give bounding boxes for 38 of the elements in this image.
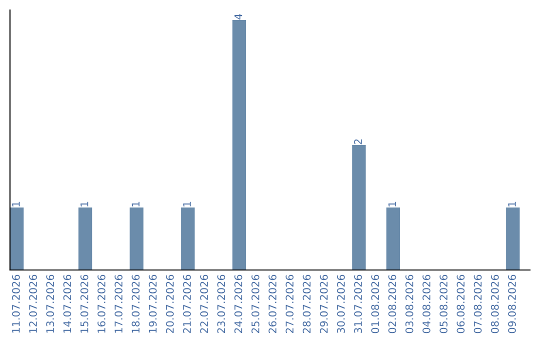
x-tick-label: 21.07.2026 — [183, 274, 191, 334]
x-tick-label: 13.07.2026 — [46, 274, 54, 333]
x-tick-label: 14.07.2026 — [63, 274, 72, 333]
x-tick-label: 15.07.2026 — [80, 274, 88, 333]
x-tick-label: 31.07.2026 — [354, 274, 362, 334]
x-tick-label: 02.08.2026 — [388, 274, 396, 334]
x-tick-label: 04.08.2026 — [422, 274, 430, 334]
x-tick-label: 28.07.2026 — [302, 274, 311, 334]
data-label: 4 — [234, 14, 242, 20]
x-tick-label: 12.07.2026 — [29, 274, 37, 333]
data-label: 1 — [388, 202, 396, 206]
x-tick-label: 07.08.2026 — [474, 274, 482, 334]
x-tick-label: 22.07.2026 — [200, 274, 208, 334]
x-tick-label: 17.07.2026 — [114, 274, 122, 333]
x-tick-label: 27.07.2026 — [286, 274, 294, 334]
data-label: 1 — [508, 202, 516, 206]
x-tick-label: 09.08.2026 — [508, 274, 516, 334]
x-tick-label: 30.07.2026 — [336, 274, 345, 334]
x-tick-label: 16.07.2026 — [98, 274, 106, 333]
x-tick-label: 05.08.2026 — [440, 274, 448, 334]
x-tick-label: 26.07.2026 — [268, 274, 276, 334]
data-label: 1 — [80, 202, 88, 206]
x-tick-label: 06.08.2026 — [456, 274, 465, 334]
x-tick-label: 01.08.2026 — [371, 274, 380, 334]
x-tick-label: 08.08.2026 — [490, 274, 499, 334]
data-label: 1 — [183, 202, 191, 206]
data-label: 1 — [132, 202, 140, 206]
x-tick-label: 03.08.2026 — [405, 274, 414, 334]
data-label: 1 — [12, 202, 20, 206]
data-label: 2 — [354, 139, 362, 144]
x-tick-label: 19.07.2026 — [148, 274, 157, 333]
x-tick-label: 23.07.2026 — [217, 274, 226, 334]
x-tick-label: 29.07.2026 — [320, 274, 328, 334]
x-tick-label: 24.07.2026 — [234, 274, 242, 334]
x-tick-label: 25.07.2026 — [251, 274, 260, 334]
x-tick-label: 20.07.2026 — [166, 274, 174, 334]
x-tick-label: 18.07.2026 — [132, 274, 140, 333]
x-tick-label: 11.07.2026 — [12, 274, 20, 333]
